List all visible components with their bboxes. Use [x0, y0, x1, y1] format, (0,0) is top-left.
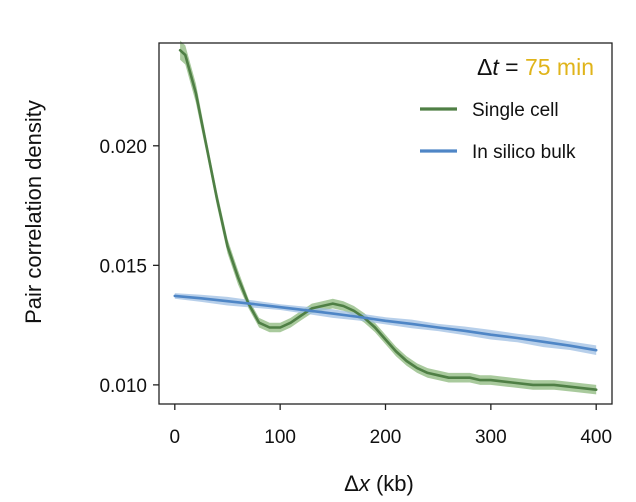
series-line-2	[173, 294, 598, 352]
uncertainty-bands	[174, 40, 597, 395]
legend: Single cell In silico bulk	[420, 100, 576, 163]
series-band-2	[174, 293, 597, 355]
y-tick-label: 0.015	[99, 256, 147, 277]
series-line-1	[178, 48, 598, 392]
x-axis-title-suffix: (kb)	[370, 471, 414, 496]
legend-label: Single cell	[472, 100, 559, 121]
y-tick-label: 0.010	[99, 376, 147, 397]
x-axis-title-var: x	[358, 471, 371, 496]
y-axis-ticks: 0.010 0.015 0.020	[99, 137, 159, 397]
annotation-value: 75 min	[525, 54, 594, 80]
x-tick-label: 400	[580, 427, 612, 448]
x-tick-label: 100	[264, 427, 296, 448]
annotation-var: t	[492, 54, 500, 80]
x-axis-ticks: 0 100 200 300 400	[170, 404, 612, 448]
x-tick-label: 200	[370, 427, 402, 448]
y-axis-title: Pair correlation density	[21, 100, 46, 324]
annotation-prefix: Δ	[477, 54, 492, 80]
x-tick-label: 0	[170, 427, 181, 448]
annotation-equals: =	[499, 54, 525, 80]
legend-label: In silico bulk	[472, 142, 576, 163]
x-axis-title: Δx (kb)	[344, 471, 414, 496]
series-lines	[173, 48, 598, 392]
plot-frame	[158, 42, 613, 405]
x-tick-label: 300	[475, 427, 507, 448]
delta-t-annotation: Δt = 75 min	[477, 54, 594, 80]
x-axis-title-prefix: Δ	[344, 471, 359, 496]
y-tick-label: 0.020	[99, 137, 147, 158]
